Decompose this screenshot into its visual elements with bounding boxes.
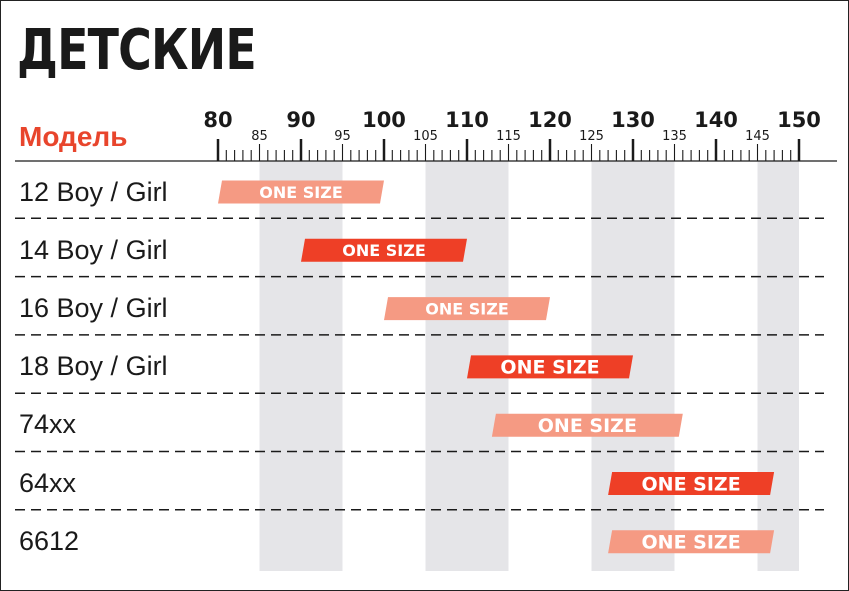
range-bar-label-6: ONE SIZE [642,532,741,554]
tick-label-100: 100 [362,108,406,132]
tick-label-125: 125 [579,129,604,144]
range-bar-3 [467,355,633,379]
range-bar-label-2: ONE SIZE [425,299,509,318]
row-label-74xx: 74xx [19,409,77,439]
row-label-18-boy-girl: 18 Boy / Girl [19,351,168,381]
tick-label-130: 130 [611,108,655,132]
tick-label-105: 105 [413,129,438,144]
range-bar-0 [218,180,384,204]
model-column-header: Модель [19,121,128,152]
range-bar-label-5: ONE SIZE [642,473,741,495]
tick-label-120: 120 [528,108,572,132]
tick-label-85: 85 [251,129,268,144]
range-bar-6 [608,530,775,554]
row-label-12-boy-girl: 12 Boy / Girl [19,177,168,207]
row-label-14-boy-girl: 14 Boy / Girl [19,235,168,265]
row-label-64xx: 64xx [19,468,77,498]
grid-band-0 [259,161,343,571]
tick-label-115: 115 [496,129,521,144]
range-bar-1 [301,238,467,262]
range-bar-label-0: ONE SIZE [259,183,343,202]
tick-label-145: 145 [745,129,770,144]
range-bar-label-1: ONE SIZE [342,241,426,260]
tick-label-95: 95 [334,129,351,144]
range-bar-2 [384,297,550,321]
tick-label-80: 80 [203,108,232,132]
range-bar-label-4: ONE SIZE [538,415,637,437]
range-bar-5 [608,472,775,495]
tick-label-135: 135 [662,129,687,144]
grid-band-3 [757,161,799,571]
range-bar-label-3: ONE SIZE [500,357,599,379]
chart-title: ДЕТСКИЕ [17,18,257,83]
tick-label-90: 90 [286,108,315,132]
row-label-6612: 6612 [19,526,80,556]
range-bar-4 [491,413,683,437]
row-label-16-boy-girl: 16 Boy / Girl [19,293,168,323]
tick-label-150: 150 [777,108,821,132]
tick-label-110: 110 [445,108,489,132]
tick-label-140: 140 [694,108,738,132]
